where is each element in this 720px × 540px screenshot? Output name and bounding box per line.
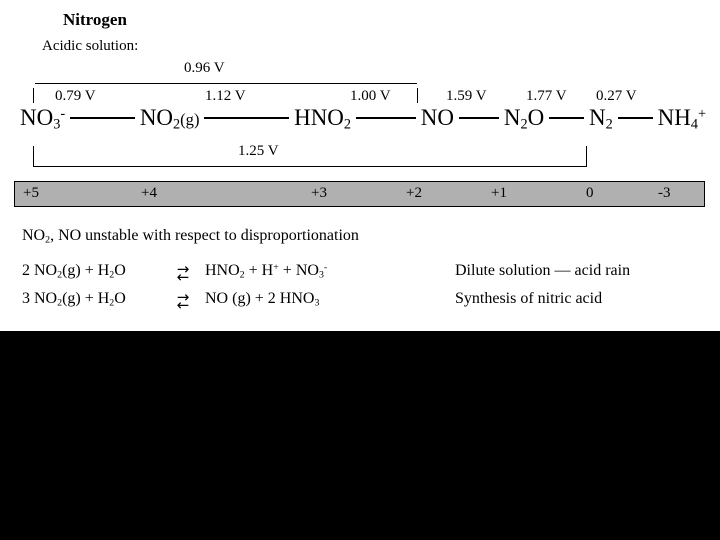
potential-value-1: 0.79 V (55, 88, 96, 104)
species-nh4: NH4+ (657, 105, 707, 133)
potential-tick-mid (417, 88, 418, 103)
forward-arrow-icon: → (176, 288, 190, 306)
species-hno2: HNO2 (294, 105, 352, 133)
potential-value-6: 0.27 V (596, 88, 637, 104)
top-bracket-line (35, 83, 417, 84)
reaction-note: Dilute solution — acid rain (455, 262, 631, 279)
lower-span-bracket: 1.25 V (33, 143, 587, 167)
reaction-lhs: 2 NO2(g) + H2O (22, 262, 126, 281)
disproportionation-note: NO2, NO unstable with respect to disprop… (22, 227, 359, 246)
potential-tick-left (33, 88, 34, 103)
reaction-lhs: 3 NO2(g) + H2O (22, 290, 126, 309)
reaction-rhs: HNO2 + H+ + NO3- (205, 262, 328, 281)
reverse-arrow-icon: ← (176, 268, 190, 286)
species-connector (70, 117, 135, 120)
species-connector (459, 117, 499, 120)
reverse-arrow-icon: ← (176, 296, 190, 314)
reaction-note: Synthesis of nitric acid (455, 290, 603, 307)
footer-black-area (0, 331, 720, 540)
reaction-row-1: 2 NO2(g) + H2O → ← HNO2 + H+ + NO3- Dilu… (22, 262, 712, 288)
species-no: NO (420, 105, 454, 130)
latimer-diagram-chain: NO3- NO2(g) HNO2 NO N2O N2 NH4+ (20, 105, 706, 134)
oxidation-state-label: +2 (406, 185, 422, 201)
oxidation-state-bar: +5 +4 +3 +2 +1 0 -3 (14, 181, 705, 207)
species-no2g: NO2(g) (139, 105, 200, 133)
span-potential-label-lower: 1.25 V (238, 143, 279, 159)
oxidation-state-label: -3 (658, 185, 671, 201)
potential-value-4: 1.59 V (446, 88, 487, 104)
oxidation-state-label: +5 (23, 185, 39, 201)
oxidation-state-label: 0 (586, 185, 594, 201)
forward-arrow-icon: → (176, 260, 190, 278)
species-no3: NO3- (20, 105, 66, 133)
reaction-rhs: NO (g) + 2 HNO3 (205, 290, 320, 309)
reaction-row-2: 3 NO2(g) + H2O → ← NO (g) + 2 HNO3 Synth… (22, 290, 712, 316)
potential-value-5: 1.77 V (526, 88, 567, 104)
equilibrium-arrows-icon: → ← (168, 288, 198, 314)
species-n2o: N2O (503, 105, 545, 133)
span-potential-label: 0.96 V (184, 60, 225, 76)
species-connector (549, 117, 585, 120)
species-connector (356, 117, 416, 120)
potential-value-2: 1.12 V (205, 88, 246, 104)
potential-value-3: 1.00 V (350, 88, 391, 104)
oxidation-state-label: +1 (491, 185, 507, 201)
oxidation-state-label: +3 (311, 185, 327, 201)
species-connector (204, 117, 290, 120)
slide-title: Nitrogen (63, 10, 127, 29)
species-connector (617, 117, 653, 120)
species-n2: N2 (589, 105, 613, 133)
acidic-solution-label: Acidic solution: (42, 38, 139, 54)
oxidation-state-label: +4 (141, 185, 157, 201)
equilibrium-arrows-icon: → ← (168, 260, 198, 286)
